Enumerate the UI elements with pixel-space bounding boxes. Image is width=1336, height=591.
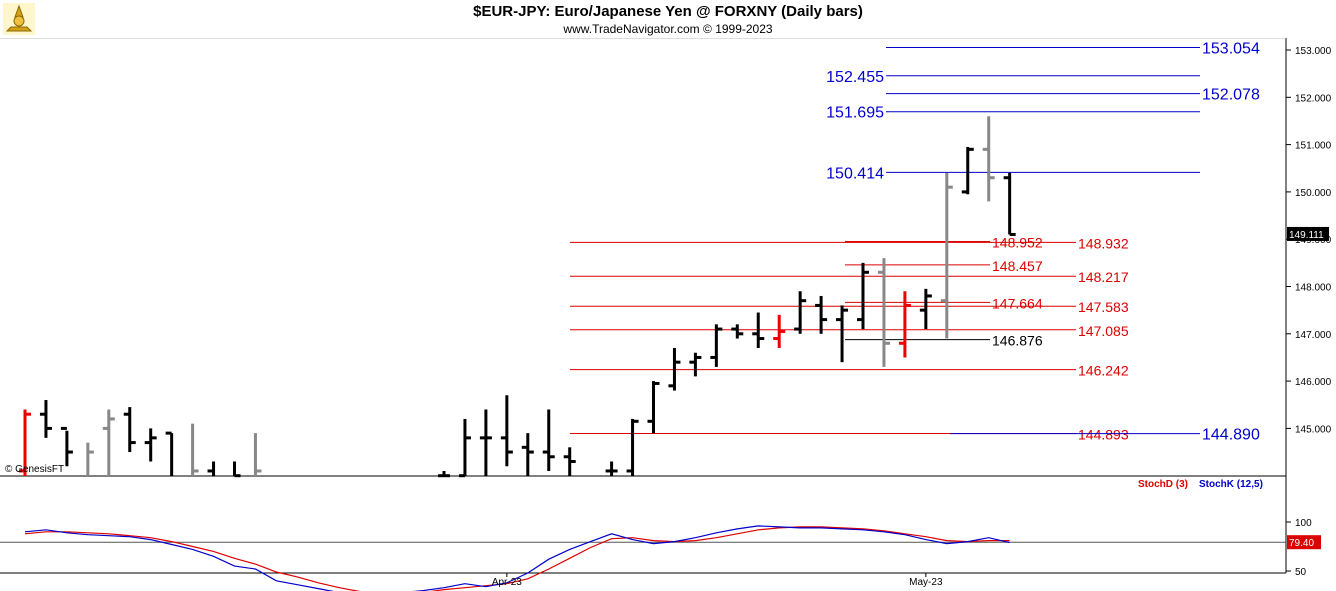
level-label: 146.876: [992, 333, 1043, 349]
stoch-d-line: [24, 526, 1010, 591]
ohlc-bar: [479, 409, 492, 476]
price-tick-label: 153.000: [1295, 46, 1332, 57]
ohlc-bar: [19, 409, 31, 476]
ohlc-bar: [982, 116, 995, 202]
ohlc-bar: [39, 400, 52, 438]
ohlc-bar: [207, 461, 216, 476]
ohlc-bar: [563, 447, 576, 476]
ohlc-bar: [689, 352, 702, 377]
stoch-value-box: [1287, 535, 1321, 550]
ohlc-bar: [233, 461, 241, 478]
ohlc-bar: [731, 324, 744, 339]
level-label: 144.890: [1202, 427, 1260, 444]
ohlc-bar: [877, 258, 890, 367]
fibonacci-levels: 153.054 152.455 152.078 151.695 150.414 148.9…: [570, 40, 1260, 444]
ohlc-bar: [626, 418, 639, 476]
ohlc-bar: [144, 428, 157, 462]
last-price-label: 149.111: [1289, 230, 1324, 241]
level-label: 147.664: [992, 295, 1043, 311]
ohlc-bar: [710, 324, 723, 367]
price-tick-label: 146.000: [1295, 377, 1332, 388]
level-label: 144.893: [1078, 426, 1129, 442]
ohlc-bar: [102, 409, 115, 476]
ohlc-bar: [668, 347, 681, 391]
stoch-k-legend: StochK (12,5): [1199, 479, 1263, 490]
ohlc-bar: [961, 146, 974, 195]
stoch-tick-label: 50: [1295, 567, 1307, 578]
level-label: 146.242: [1078, 363, 1129, 379]
stoch-tick-label: 100: [1295, 518, 1312, 529]
ohlc-bar: [253, 433, 262, 476]
stoch-k-line: [24, 525, 1010, 591]
ohlc-bar: [542, 409, 555, 471]
ohlc-bars: [19, 116, 1016, 478]
level-label: 147.583: [1078, 299, 1129, 315]
level-label: 152.078: [1202, 87, 1260, 104]
ohlc-bar: [458, 418, 471, 478]
price-tick-label: 152.000: [1295, 93, 1332, 104]
level-label: 148.217: [1078, 269, 1129, 285]
price-axis: 153.000152.000151.000150.000149.000148.0…: [1286, 46, 1332, 435]
price-chart: 153.054 152.455 152.078 151.695 150.414 148.9…: [0, 38, 1336, 591]
ohlc-bar: [815, 295, 828, 334]
ohlc-bar: [86, 442, 94, 476]
level-label: 153.054: [1202, 40, 1260, 57]
ohlc-bar: [898, 291, 911, 358]
price-tick-label: 151.000: [1295, 141, 1332, 152]
stochastic-panel: 100 50 79.40 StochD (3) StochK (12,5): [0, 479, 1321, 591]
date-tick-label: May-23: [909, 577, 943, 588]
ohlc-bar: [60, 426, 73, 467]
chart-subtitle: www.TradeNavigator.com © 1999-2023: [563, 22, 773, 36]
ohlc-bar: [647, 381, 660, 434]
level-label: 147.085: [1078, 323, 1129, 339]
ohlc-bar: [857, 262, 869, 330]
ohlc-bar: [773, 314, 786, 348]
date-axis: Apr-23 May-23: [492, 573, 943, 588]
date-tick-label: Apr-23: [492, 577, 522, 588]
ohlc-bar: [794, 291, 807, 334]
last-price-box: [1287, 226, 1329, 241]
ohlc-bar: [836, 305, 849, 363]
chart-title: $EUR-JPY: Euro/Japanese Yen @ FORXNY (Da…: [473, 3, 863, 20]
tradenavigator-logo-icon: [3, 3, 35, 35]
ohlc-bar: [123, 407, 136, 453]
level-label: 152.455: [826, 69, 884, 86]
ohlc-bar: [438, 470, 450, 478]
stoch-d-legend: StochD (3): [1138, 479, 1188, 490]
ohlc-bar: [191, 423, 199, 476]
price-tick-label: 147.000: [1295, 330, 1332, 341]
stoch-value-label: 79.40: [1289, 538, 1314, 549]
ohlc-bar: [919, 288, 932, 330]
ohlc-bar: [165, 431, 174, 476]
price-tick-label: 148.000: [1295, 283, 1332, 294]
ohlc-bar: [605, 461, 618, 476]
ohlc-bar: [521, 433, 534, 476]
ohlc-bar: [752, 312, 765, 348]
ohlc-bar: [940, 172, 953, 339]
ohlc-bar: [500, 395, 513, 467]
level-label: 151.695: [826, 105, 884, 122]
level-label: 148.457: [992, 258, 1043, 274]
price-tick-label: 150.000: [1295, 188, 1332, 199]
ohlc-bar: [1003, 172, 1016, 236]
level-label: 150.414: [826, 165, 884, 182]
price-tick-label: 145.000: [1295, 424, 1332, 435]
level-label: 148.932: [1078, 235, 1129, 251]
watermark-text: © GenesisFT: [5, 464, 64, 475]
chart-header: $EUR-JPY: Euro/Japanese Yen @ FORXNY (Da…: [0, 0, 1336, 38]
